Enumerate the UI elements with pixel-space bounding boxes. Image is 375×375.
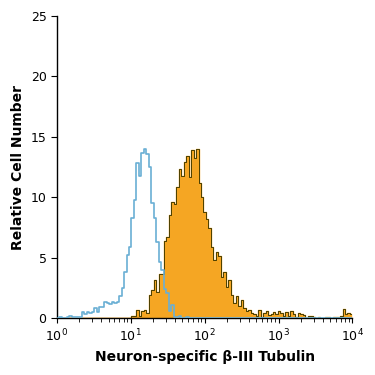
Y-axis label: Relative Cell Number: Relative Cell Number: [11, 84, 25, 249]
X-axis label: Neuron-specific β-III Tubulin: Neuron-specific β-III Tubulin: [94, 350, 315, 364]
